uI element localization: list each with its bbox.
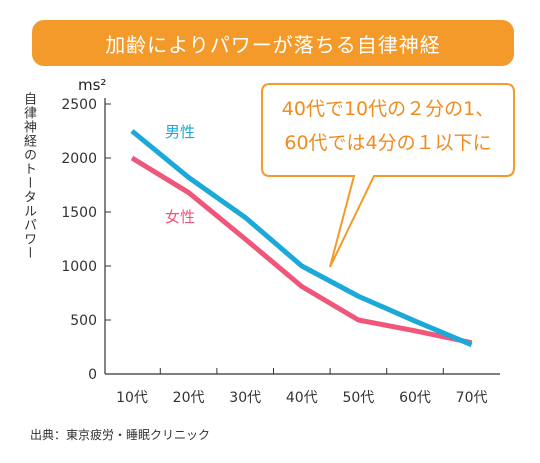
callout-line-1: 40代で10代の２分の1、: [281, 98, 495, 120]
series-label-male: 男性: [165, 123, 195, 141]
y-tick-label: 2000: [61, 151, 97, 167]
chart-title: 加齢によりパワーが落ちる自律神経: [105, 32, 441, 57]
x-tick-label: 30代: [229, 390, 261, 406]
y-tick-label: 0: [88, 367, 97, 383]
y-tick-label: 2500: [61, 97, 97, 113]
x-tick-label: 40代: [286, 390, 318, 406]
source-note: 出典：東京疲労・睡眠クリニック: [30, 428, 211, 442]
x-tick-label: 20代: [173, 390, 205, 406]
axes: [104, 98, 500, 375]
y-tick-label: 1000: [61, 259, 97, 275]
series-lines: [130, 129, 473, 348]
x-tick-label: 70代: [456, 390, 488, 406]
y-tick-label: 1500: [61, 205, 97, 221]
y-axis-label: 自律神経のトータルパワー: [21, 92, 36, 260]
x-tick-label: 10代: [116, 390, 148, 406]
title-bar: 加齢によりパワーが落ちる自律神経: [32, 20, 514, 66]
ticks: 0 500 1000 1500 2000 2500 10代 20代 30代 40代 50代 60代 70…: [61, 97, 487, 406]
series-line-male: [130, 129, 473, 348]
series-line-female: [130, 155, 473, 346]
series-label-female: 女性: [165, 208, 195, 226]
y-axis-unit: ms²: [78, 76, 107, 94]
callout-bubble: [261, 83, 515, 268]
callout-line-2: 60代では4分の１以下に: [284, 132, 492, 154]
callout-box: [261, 83, 515, 268]
callout-text: 40代で10代の２分の1、 60代では4分の１以下に: [270, 92, 506, 160]
x-tick-label: 60代: [399, 390, 431, 406]
y-tick-label: 500: [70, 313, 97, 329]
x-tick-label: 50代: [342, 390, 374, 406]
